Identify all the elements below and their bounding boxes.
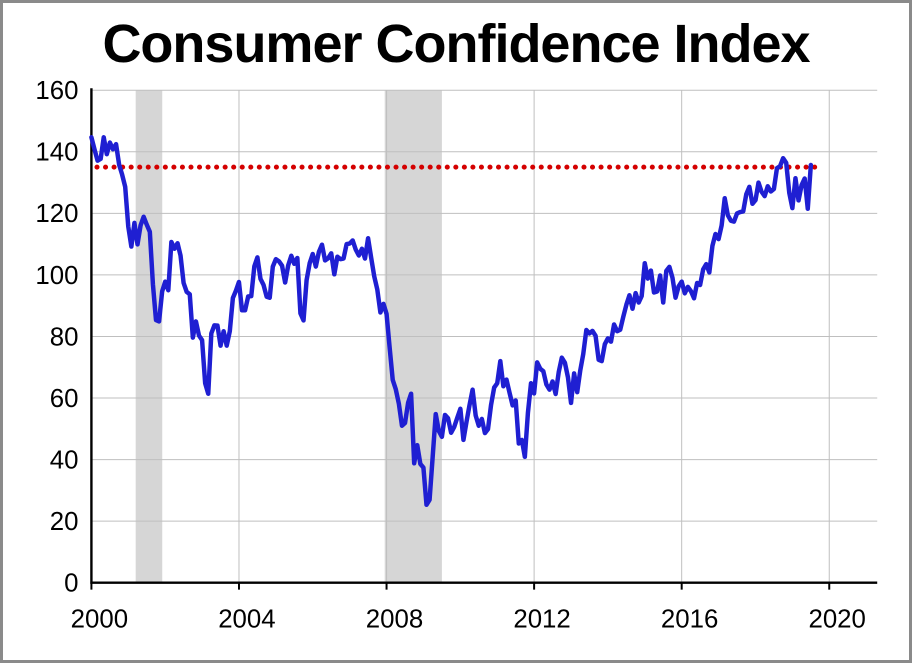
x-tick-label: 2016	[661, 605, 718, 633]
y-tick-label: 80	[50, 323, 79, 351]
y-tick-label: 40	[50, 447, 79, 475]
x-tick-label: 2008	[366, 605, 423, 633]
x-tick-label: 2004	[218, 605, 275, 633]
y-tick-label: 60	[50, 385, 79, 413]
chart-canvas: 0 20 40 60 80 100 120 140 160 2000 2004 2008 2012 201…	[35, 77, 878, 633]
y-tick-label: 20	[50, 508, 79, 536]
y-tick-label: 120	[35, 200, 78, 228]
chart-title: Consumer Confidence Index	[102, 14, 810, 74]
x-tick-label: 2012	[513, 605, 570, 633]
series-line	[89, 135, 814, 508]
x-tick-label: 2020	[808, 605, 865, 633]
y-tick-label: 100	[35, 262, 78, 290]
y-tick-label: 160	[35, 77, 78, 105]
y-tick-label: 140	[35, 139, 78, 167]
y-tick-label: 0	[64, 570, 78, 598]
x-tick-label: 2000	[71, 605, 128, 633]
